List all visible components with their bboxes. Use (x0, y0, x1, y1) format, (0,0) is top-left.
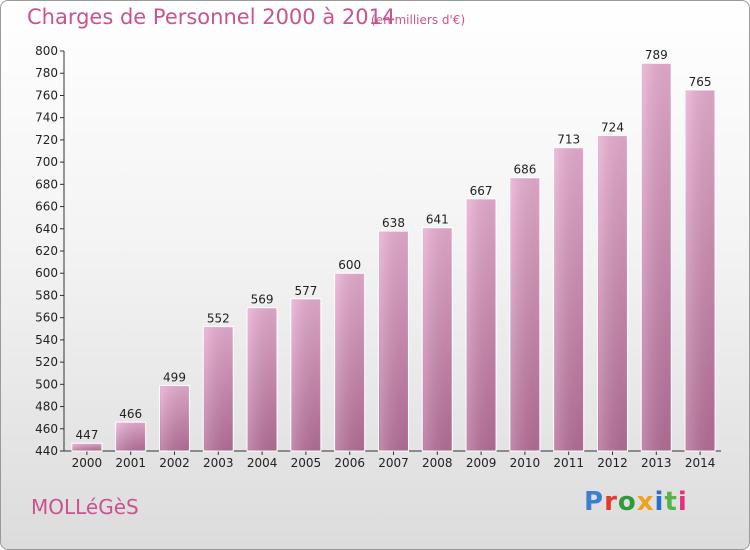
bar-shade (686, 90, 715, 451)
bar-shade (598, 136, 627, 451)
data-label: 667 (470, 184, 493, 198)
logo-letter: i (677, 487, 688, 517)
y-tick-label: 800 (35, 44, 58, 58)
y-tick-label: 740 (35, 111, 58, 125)
bar-shade (248, 308, 277, 451)
y-tick-label: 560 (35, 311, 58, 325)
logo-letter: r (604, 487, 618, 517)
y-tick-label: 760 (35, 88, 58, 102)
bar-shade (423, 228, 452, 451)
bar-shade (72, 444, 101, 451)
bar-shade (160, 386, 189, 451)
logo-letter: o (617, 487, 637, 517)
logo-letter: t (664, 487, 678, 517)
x-tick-label: 2004 (247, 456, 278, 470)
data-label: 713 (557, 133, 580, 147)
y-tick-label: 500 (35, 377, 58, 391)
data-label: 447 (75, 428, 98, 442)
data-label: 638 (382, 216, 405, 230)
y-tick-label: 520 (35, 355, 58, 369)
data-label: 577 (294, 284, 317, 298)
y-tick-label: 480 (35, 400, 58, 414)
bar-shade (510, 178, 539, 451)
data-label: 641 (426, 213, 449, 227)
bar-shade (379, 232, 408, 451)
chart-title: Charges de Personnel 2000 à 2014 (27, 5, 396, 29)
y-tick-label: 460 (35, 422, 58, 436)
x-tick-label: 2014 (685, 456, 716, 470)
logo-letter: x (636, 487, 655, 517)
x-tick-label: 2013 (641, 456, 672, 470)
y-tick-label: 600 (35, 266, 58, 280)
commune-name: MOLLéGèS (31, 495, 139, 519)
x-tick-label: 2002 (159, 456, 190, 470)
proxiti-logo: Proxiti (584, 487, 688, 517)
y-tick-label: 680 (35, 177, 58, 191)
x-tick-label: 2011 (553, 456, 584, 470)
y-tick-label: 440 (35, 444, 58, 458)
y-tick-label: 720 (35, 133, 58, 147)
y-tick-label: 700 (35, 155, 58, 169)
bar-shade (642, 64, 671, 451)
y-tick-label: 660 (35, 200, 58, 214)
unit-note: (en milliers d'€) (371, 13, 466, 27)
x-tick-label: 2005 (291, 456, 322, 470)
x-tick-label: 2006 (334, 456, 365, 470)
bar-shade (554, 148, 583, 451)
logo-letter: i (654, 487, 665, 517)
x-tick-label: 2003 (203, 456, 234, 470)
x-tick-label: 2008 (422, 456, 453, 470)
data-label: 552 (207, 312, 230, 326)
x-tick-label: 2009 (466, 456, 497, 470)
y-tick-label: 780 (35, 66, 58, 80)
bar-shade (467, 199, 496, 451)
bar-shade (204, 327, 233, 451)
x-tick-label: 2007 (378, 456, 409, 470)
bar-shade (116, 423, 145, 451)
data-label: 789 (645, 48, 668, 62)
data-label: 686 (513, 163, 536, 177)
data-label: 765 (689, 75, 712, 89)
bar-shade (291, 299, 320, 451)
data-label: 499 (163, 370, 186, 384)
y-tick-label: 580 (35, 288, 58, 302)
y-tick-label: 540 (35, 333, 58, 347)
data-label: 724 (601, 120, 624, 134)
y-tick-label: 640 (35, 222, 58, 236)
bar-shade (335, 274, 364, 451)
data-label: 600 (338, 258, 361, 272)
data-label: 569 (251, 293, 274, 307)
x-tick-label: 2010 (510, 456, 541, 470)
y-tick-label: 620 (35, 244, 58, 258)
x-tick-label: 2000 (72, 456, 103, 470)
x-tick-label: 2012 (597, 456, 628, 470)
x-tick-label: 2001 (115, 456, 146, 470)
data-label: 466 (119, 407, 142, 421)
logo-letter: P (584, 487, 605, 517)
